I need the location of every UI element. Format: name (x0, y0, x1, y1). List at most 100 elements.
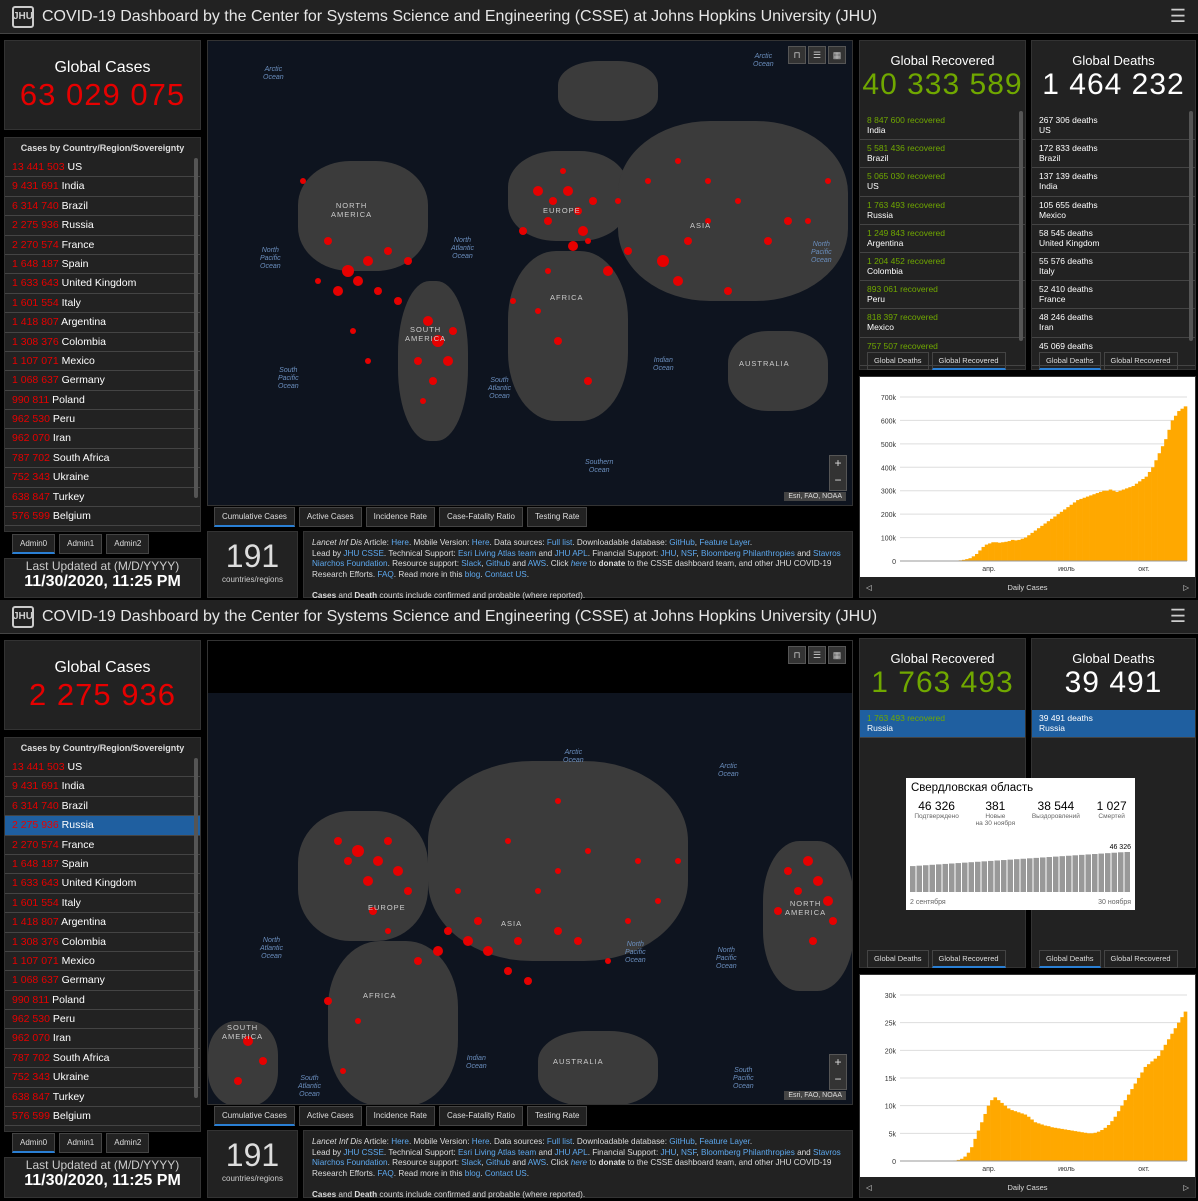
country-row[interactable]: 6 314 740 Brazil (5, 197, 200, 216)
case-marker[interactable] (555, 868, 561, 874)
case-marker[interactable] (363, 876, 373, 886)
info-link[interactable]: FAQ (377, 1169, 393, 1178)
tab-testing-rate[interactable]: Testing Rate (527, 507, 587, 527)
case-marker[interactable] (615, 198, 621, 204)
info-link[interactable]: JHU (661, 1148, 677, 1157)
info-link[interactable]: Here (391, 538, 409, 547)
country-row[interactable]: 1 601 554 Italy (5, 894, 200, 913)
tab-global-deaths[interactable]: Global Deaths (867, 950, 929, 968)
case-marker[interactable] (645, 178, 651, 184)
country-row[interactable]: 2 270 574 France (5, 836, 200, 855)
tab-admin1[interactable]: Admin1 (59, 1133, 102, 1153)
case-marker[interactable] (635, 858, 641, 864)
info-link[interactable]: JHU APL (554, 1148, 587, 1157)
case-marker[interactable] (585, 238, 591, 244)
case-marker[interactable] (259, 1057, 267, 1065)
zoom-out-button[interactable]: − (830, 473, 846, 490)
case-marker[interactable] (774, 907, 782, 915)
case-marker[interactable] (585, 848, 591, 854)
info-link[interactable]: Here (472, 538, 490, 547)
info-link[interactable]: Esri Living Atlas team (458, 549, 536, 558)
case-marker[interactable] (784, 217, 792, 225)
info-link[interactable]: here (571, 559, 587, 568)
chart-next-icon[interactable]: ▷ (1183, 1183, 1189, 1192)
info-link[interactable]: JHU CSSE (343, 1148, 384, 1157)
info-link[interactable]: here (571, 1158, 587, 1167)
info-link[interactable]: JHU APL (554, 549, 587, 558)
case-marker[interactable] (404, 887, 412, 895)
case-marker[interactable] (568, 241, 578, 251)
country-row[interactable]: 787 702 South Africa (5, 1049, 200, 1068)
info-link[interactable]: Bloomberg Philanthropies (701, 1148, 795, 1157)
case-marker[interactable] (234, 1077, 242, 1085)
case-marker[interactable] (373, 856, 383, 866)
case-marker[interactable] (684, 237, 692, 245)
tab-admin0[interactable]: Admin0 (12, 534, 55, 554)
case-marker[interactable] (578, 226, 588, 236)
case-marker[interactable] (394, 297, 402, 305)
case-marker[interactable] (784, 867, 792, 875)
tab-global-deaths[interactable]: Global Deaths (867, 352, 929, 370)
case-marker[interactable] (384, 247, 392, 255)
country-row[interactable]: 13 441 503 US (5, 758, 200, 777)
case-marker[interactable] (794, 887, 802, 895)
menu-icon[interactable]: ☰ (1170, 606, 1186, 627)
case-marker[interactable] (340, 1068, 346, 1074)
country-row[interactable]: 752 343 Ukraine (5, 468, 200, 487)
country-row[interactable]: 1 418 807 Argentina (5, 913, 200, 932)
case-marker[interactable] (560, 168, 566, 174)
case-marker[interactable] (449, 327, 457, 335)
country-row[interactable]: 9 431 691 India (5, 177, 200, 196)
scrollbar[interactable] (1019, 111, 1023, 341)
zoom-in-button[interactable]: + (830, 456, 846, 473)
case-marker[interactable] (549, 197, 557, 205)
case-marker[interactable] (414, 957, 422, 965)
info-link[interactable]: GitHub (669, 538, 694, 547)
country-row[interactable]: 962 530 Peru (5, 1010, 200, 1029)
case-marker[interactable] (433, 946, 443, 956)
info-link[interactable]: GitHub (669, 1137, 694, 1146)
case-marker[interactable] (353, 276, 363, 286)
case-marker[interactable] (724, 287, 732, 295)
tab-cumulative-cases[interactable]: Cumulative Cases (214, 1106, 295, 1126)
case-marker[interactable] (324, 237, 332, 245)
case-marker[interactable] (544, 217, 552, 225)
tab-global-recovered[interactable]: Global Recovered (932, 352, 1006, 370)
info-link[interactable]: Slack (461, 559, 481, 568)
country-row[interactable]: 9 431 691 India (5, 777, 200, 796)
country-row[interactable]: 638 847 Turkey (5, 488, 200, 507)
tab-global-deaths[interactable]: Global Deaths (1039, 352, 1101, 370)
info-link[interactable]: Here (472, 1137, 490, 1146)
grid-icon[interactable]: ▦ (828, 646, 846, 664)
info-link[interactable]: Esri Living Atlas team (458, 1148, 536, 1157)
info-link[interactable]: NSF (681, 1148, 696, 1157)
country-row[interactable]: 787 702 South Africa (5, 449, 200, 468)
country-row[interactable]: 1 648 187 Spain (5, 855, 200, 874)
tab-active-cases[interactable]: Active Cases (299, 1106, 362, 1126)
case-marker[interactable] (545, 268, 551, 274)
case-marker[interactable] (589, 197, 597, 205)
case-marker[interactable] (624, 247, 632, 255)
grid-icon[interactable]: ▦ (828, 46, 846, 64)
case-marker[interactable] (504, 967, 512, 975)
case-marker[interactable] (344, 857, 352, 865)
case-marker[interactable] (374, 287, 382, 295)
case-marker[interactable] (675, 158, 681, 164)
country-row[interactable]: 1 107 071 Mexico (5, 352, 200, 371)
case-marker[interactable] (675, 858, 681, 864)
case-marker[interactable] (455, 888, 461, 894)
info-link[interactable]: blog (465, 1169, 480, 1178)
menu-icon[interactable]: ☰ (1170, 6, 1186, 27)
world-map[interactable]: Arctic Ocean Arctic Ocean North Pacific … (207, 40, 853, 506)
country-row[interactable]: 962 530 Peru (5, 410, 200, 429)
case-marker[interactable] (574, 937, 582, 945)
info-link[interactable]: JHU (661, 549, 677, 558)
country-row[interactable]: 1 418 807 Argentina (5, 313, 200, 332)
tab-active-cases[interactable]: Active Cases (299, 507, 362, 527)
list-icon[interactable]: ☰ (808, 646, 826, 664)
country-row[interactable]: 990 811 Poland (5, 991, 200, 1010)
country-row[interactable]: 638 847 Turkey (5, 1088, 200, 1107)
